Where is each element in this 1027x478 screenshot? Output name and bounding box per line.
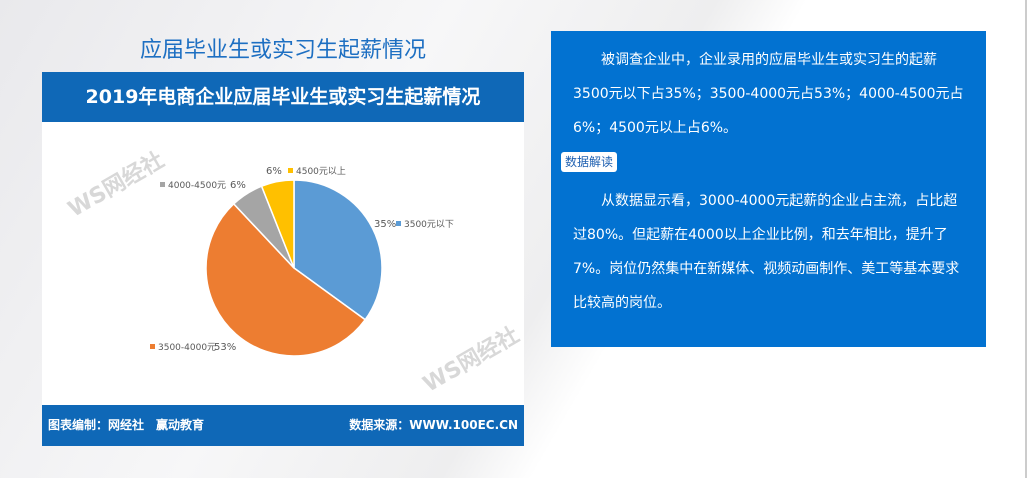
data-label: 6% 4500元以上 <box>266 166 346 177</box>
pie-slice-3 <box>260 179 295 269</box>
window-border <box>1025 0 1027 478</box>
pie-slice-0 <box>293 179 383 321</box>
chart-footer: 图表编制：网经社 赢动教育 数据来源：WWW.100EC.CN <box>42 405 524 446</box>
pie-chart: 35% 3500元以下 53%3500-4000元 6% 4000-4500元 6% 450… <box>150 166 454 357</box>
percent-label: 6% <box>266 166 282 177</box>
pie-slice-1 <box>205 202 367 357</box>
category-label: 4500元以上 <box>296 166 346 177</box>
footer-credit: 图表编制：网经社 赢动教育 <box>48 418 205 432</box>
footer-source: 数据来源：WWW.100EC.CN <box>349 418 518 432</box>
chart-title: 2019年电商企业应届毕业生或实习生起薪情况 <box>42 72 524 122</box>
legend-swatch <box>150 344 155 349</box>
legend-swatch <box>160 182 165 187</box>
page-title: 应届毕业生或实习生起薪情况 <box>139 38 426 63</box>
percent-label: 6% <box>230 180 246 191</box>
summary-panel: 被调查企业中，企业录用的应届毕业生或实习生的起薪3500元以下占35%；3500… <box>551 31 986 347</box>
summary-paragraph: 被调查企业中，企业录用的应届毕业生或实习生的起薪3500元以下占35%；3500… <box>573 52 964 136</box>
category-label: 3500元以下 <box>404 220 454 230</box>
data-label: 6% 4000-4500元 <box>160 180 246 191</box>
category-label: 4000-4500元 <box>168 181 226 191</box>
data-label: 35% 3500元以下 <box>374 219 454 230</box>
data-label: 53%3500-4000元 <box>150 342 236 353</box>
percent-label: 35% <box>374 219 396 230</box>
interpretation-paragraph: 从数据显示看，3000-4000元起薪的企业占主流，占比超过80%。但起薪在40… <box>573 193 960 311</box>
data-interpretation-badge: 数据解读 <box>561 152 618 172</box>
legend-swatch <box>396 221 401 226</box>
chart-image: WS网经社 WS网经社 35% 3500元以下 53% 3500-4000元 6% 400… <box>42 72 524 446</box>
category-label: 3500-4000元 <box>158 343 216 353</box>
legend-swatch <box>288 168 293 173</box>
percent-label: 53% <box>214 342 236 353</box>
